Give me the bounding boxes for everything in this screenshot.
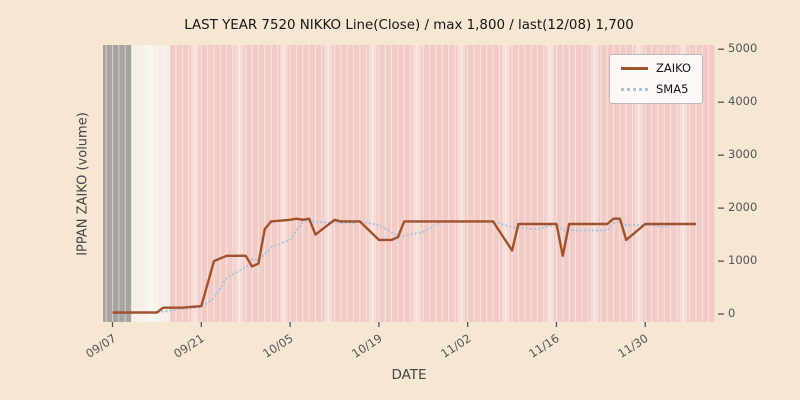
zaiko-line xyxy=(112,217,696,314)
x-axis-label: DATE xyxy=(391,367,427,383)
legend-item-zaiko: ZAIKO xyxy=(621,61,692,75)
sma5-line xyxy=(136,218,698,314)
zaiko-line-swatch xyxy=(621,67,648,71)
sma5-line-swatch xyxy=(621,87,648,91)
legend: ZAIKO SMA5 xyxy=(609,54,704,104)
legend-label-zaiko: ZAIKO xyxy=(656,61,692,75)
legend-label-sma5: SMA5 xyxy=(656,81,689,96)
legend-item-sma5: SMA5 xyxy=(621,81,691,96)
chart-title: LAST YEAR 7520 NIKKO Line(Close) / max 1… xyxy=(184,18,634,33)
